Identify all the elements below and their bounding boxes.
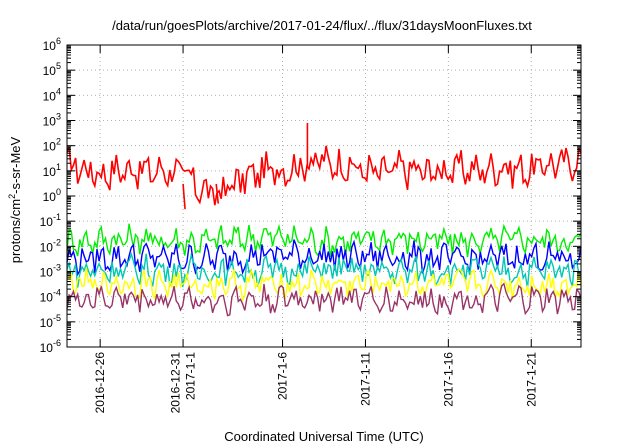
y-tick-exp: -3 [53,263,61,273]
y-tick-label: 102 [43,137,61,154]
y-tick-exp: 4 [56,86,61,96]
y-tick-exp: -1 [53,212,61,222]
y-tick-label: 10-2 [40,237,61,254]
series-line [66,282,582,317]
y-tick-exp: 5 [56,61,61,71]
y-tick-label: 10-3 [40,263,61,280]
y-axis-label-base: protons/cm [8,199,23,263]
y-tick-exp: -6 [53,338,61,348]
y-tick-label: 103 [43,112,61,129]
y-tick-label: 10-5 [40,313,61,330]
x-tick-label: 2016-12-31 [169,352,183,414]
y-tick-base: 10 [43,165,57,179]
y-tick-base: 10 [43,89,57,103]
y-tick-base: 10 [40,291,54,305]
y-tick-base: 10 [40,240,54,254]
dip-line [182,183,186,210]
y-tick-base: 10 [43,115,57,129]
series-line [66,145,582,206]
x-axis-label: Coordinated Universal Time (UTC) [224,429,423,444]
y-tick-label: 101 [43,162,61,179]
y-tick-base: 10 [43,39,57,53]
y-tick-exp: -4 [53,288,61,298]
y-tick-label: 106 [43,36,61,53]
x-axis-ticks: 2016-12-26 2016-12-31 2017-1-1 2017-1-6 2017… [93,45,538,413]
y-tick-base: 10 [40,341,54,355]
y-axis-label-exp: 2 [7,194,17,199]
y-tick-label: 10-4 [40,288,61,305]
y-tick-label: 10-6 [40,338,61,355]
chart-title: /data/run/goesPlots/archive/2017-01-24/f… [112,18,532,33]
dip-line [215,183,220,204]
series-line [66,251,582,289]
y-tick-base: 10 [40,316,54,330]
series-line [66,239,582,277]
y-axis-ticks: 10-610-510-410-310-210-11001011021031041… [40,36,581,355]
x-tick-label: 2017-1-6 [276,352,290,400]
x-tick-label: 2016-12-26 [93,352,107,414]
y-tick-label: 104 [43,86,61,103]
y-tick-base: 10 [43,140,57,154]
y-tick-base: 10 [43,64,57,78]
y-tick-base: 10 [43,190,57,204]
y-tick-exp: -5 [53,313,61,323]
y-tick-exp: 0 [56,187,61,197]
y-tick-label: 100 [43,187,61,204]
y-tick-exp: 6 [56,36,61,46]
y-tick-base: 10 [40,266,54,280]
x-tick-label: 2017-1-11 [358,352,372,406]
y-tick-exp: -2 [53,237,61,247]
y-tick-label: 10-1 [40,212,61,229]
y-tick-exp: 1 [56,162,61,172]
y-tick-exp: 3 [56,112,61,122]
y-tick-exp: 2 [56,137,61,147]
y-axis-label: protons/cm2-s-sr-MeV [7,136,23,263]
y-tick-base: 10 [40,215,54,229]
y-axis-label-rest: -s-sr-MeV [8,136,23,193]
series-line [66,267,582,303]
series-layer [66,122,582,317]
y-tick-label: 105 [43,61,61,78]
x-tick-label: 2017-1-1 [184,352,198,400]
x-tick-label: 2017-1-21 [524,352,538,407]
x-tick-label: 2017-1-16 [441,352,455,407]
